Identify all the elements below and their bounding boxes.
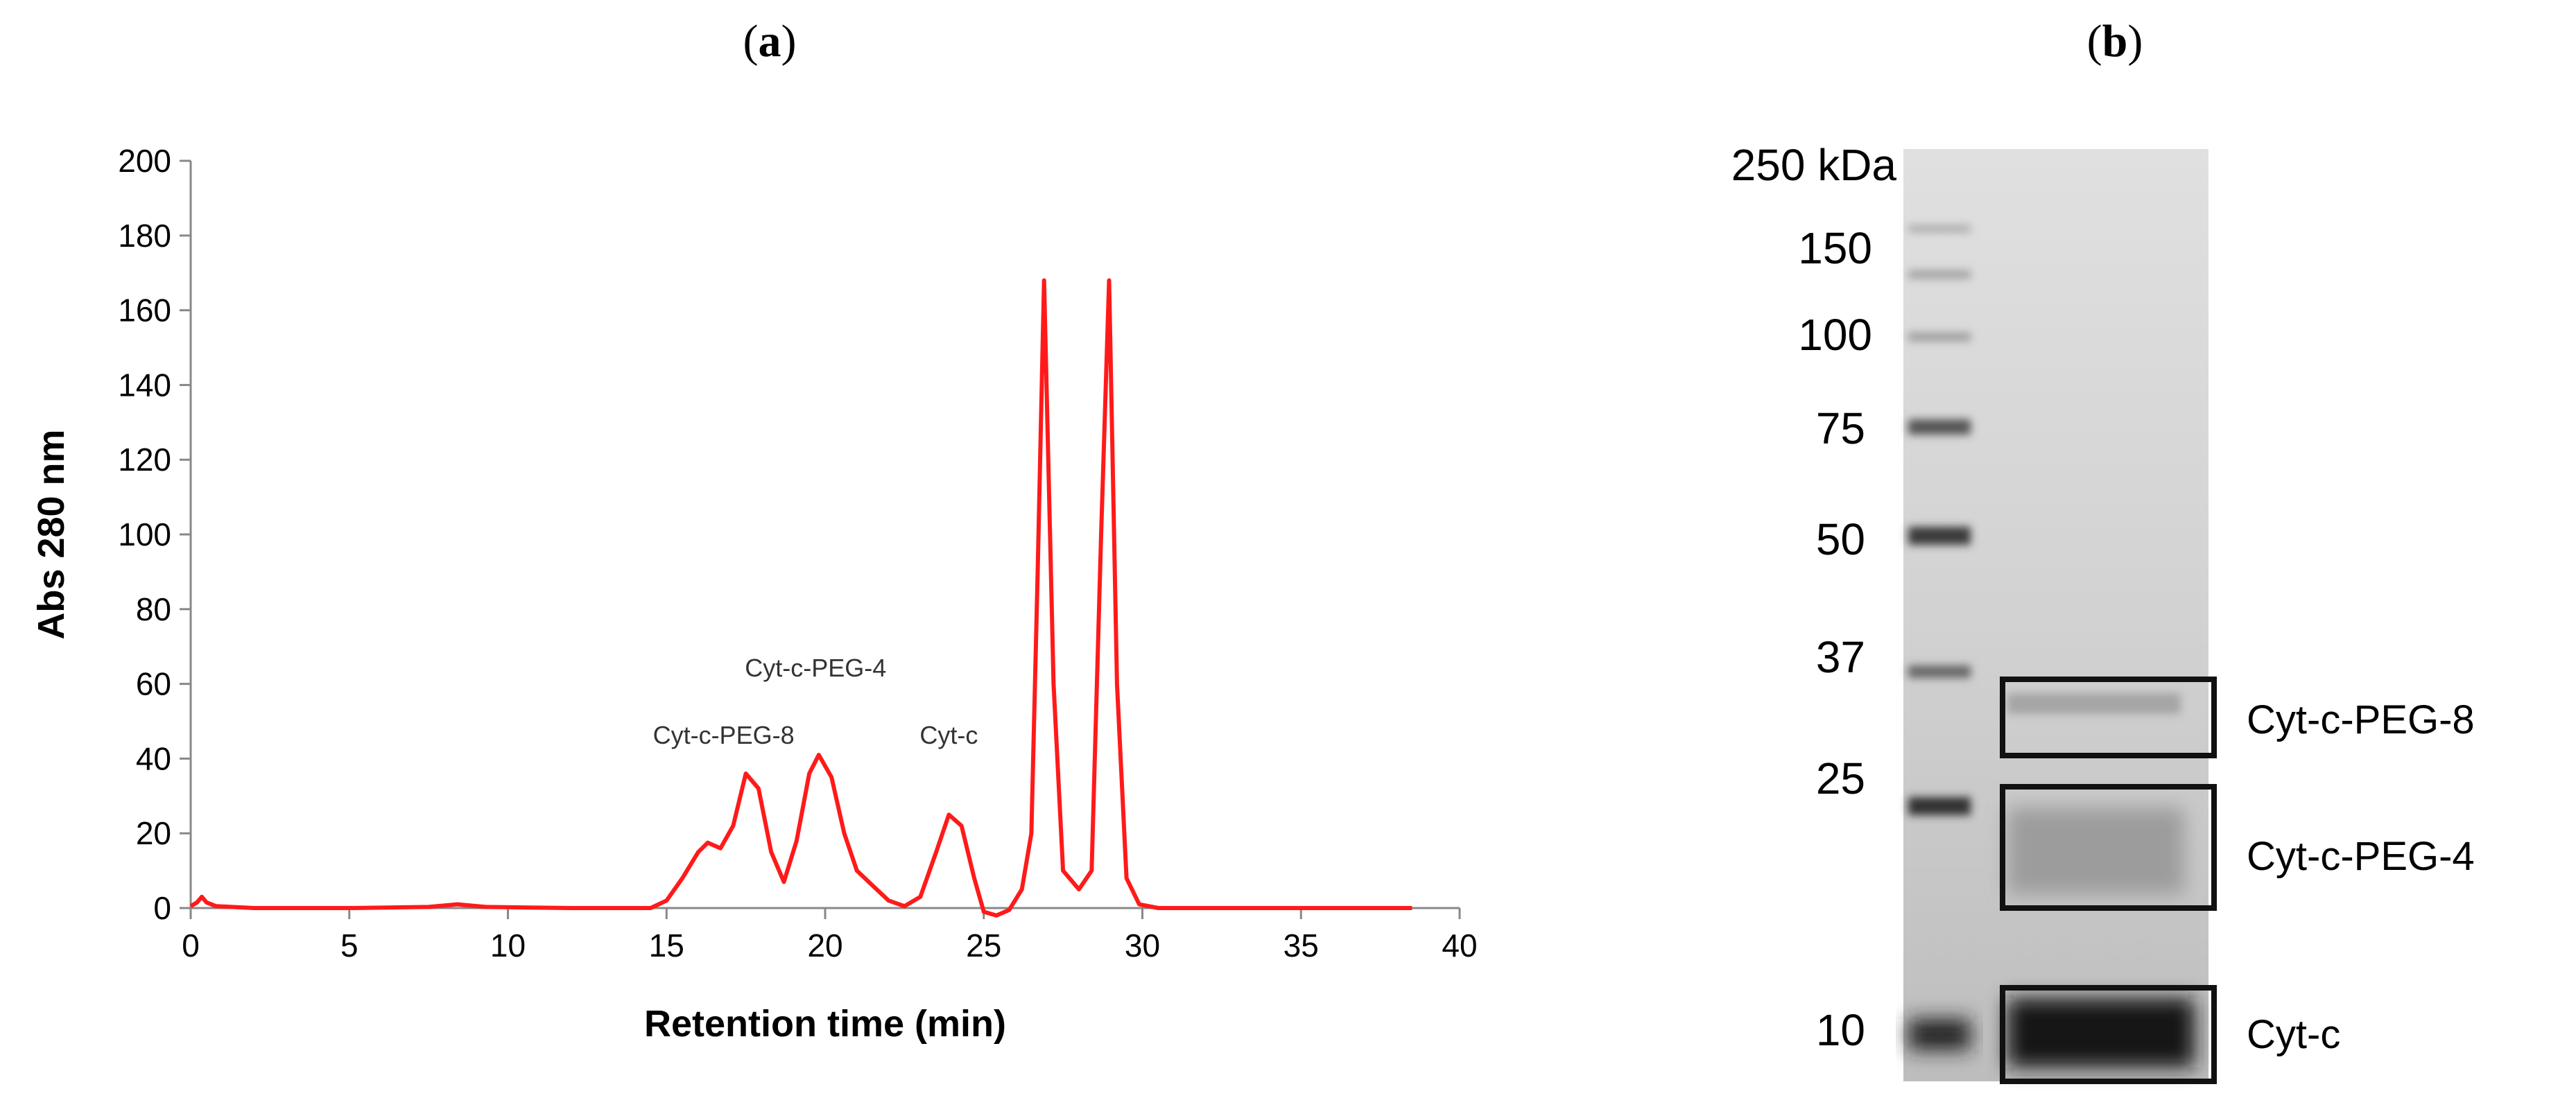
series-line	[189, 278, 1412, 918]
y-tick-label: 120	[118, 442, 171, 478]
marker-label-37: 37	[1816, 632, 1865, 682]
y-tick-label: 80	[136, 591, 171, 627]
x-tick-label: 25	[966, 927, 1001, 964]
ladder-band	[1908, 797, 1971, 815]
band-label-cyt-c: Cyt-c	[2247, 1012, 2340, 1057]
band-label-cyt-c-peg-8: Cyt-c-PEG-8	[2247, 697, 2475, 742]
ladder-band	[1908, 270, 1971, 279]
x-tick-label: 5	[340, 927, 358, 964]
panel-label-b: (b)	[2086, 16, 2143, 67]
marker-label-50: 50	[1816, 514, 1865, 564]
sample-lane	[2007, 693, 2195, 1067]
band-box	[2000, 677, 2217, 758]
ladder-band	[1908, 665, 1971, 678]
marker-label-75: 75	[1816, 403, 1865, 453]
peak-annotation: Cyt-c	[919, 721, 978, 749]
y-tick-label: 60	[136, 666, 171, 702]
x-tick-label: 40	[1442, 927, 1477, 964]
y-axis-ticks: 0 20 40 60 80 100 120 140 160 180 200	[118, 143, 191, 926]
y-tick-label: 200	[118, 143, 171, 179]
x-tick-label: 10	[490, 927, 526, 964]
y-tick-label: 0	[153, 890, 171, 926]
panel-label-a: (a)	[743, 16, 797, 67]
band-box	[2000, 784, 2217, 911]
sample-band	[2007, 693, 2181, 714]
ladder-band	[1908, 1019, 1971, 1050]
x-tick-label: 35	[1283, 927, 1319, 964]
y-tick-label: 160	[118, 293, 171, 329]
band-box	[2000, 985, 2217, 1084]
y-axis-title: Abs 280 nm	[31, 429, 72, 639]
y-tick-label: 40	[136, 740, 171, 776]
x-axis-ticks: 0 5 10 15 20 25 30 35 40	[182, 908, 1478, 964]
x-axis-title: Retention time (min)	[644, 1003, 1006, 1045]
chromatogram-chart: 0 20 40 60 80 100 120 140 160 180 200 0 5 10 15 20 25 30…	[31, 143, 1478, 1045]
marker-label-25: 25	[1816, 753, 1865, 803]
ladder-lane	[1908, 225, 1971, 1050]
sample-band	[2007, 998, 2195, 1067]
gel-background	[1903, 149, 2208, 1081]
ladder-band	[1908, 225, 1971, 232]
x-tick-label: 20	[807, 927, 842, 964]
ladder-band	[1908, 333, 1971, 341]
sample-band	[2007, 808, 2184, 894]
peak-annotations: Cyt-c-PEG-8 Cyt-c-PEG-4 Cyt-c	[653, 654, 978, 749]
y-tick-label: 180	[118, 218, 171, 254]
x-tick-label: 0	[182, 927, 200, 964]
marker-label-250: 250 kDa	[1731, 140, 1897, 190]
y-tick-label: 140	[118, 367, 171, 403]
peak-annotation: Cyt-c-PEG-8	[653, 721, 795, 749]
sds-page-gel: 250 kDa 150 100 75 50 37 25 10 Cyt-c-PEG…	[1731, 140, 2475, 1084]
x-tick-label: 30	[1125, 927, 1160, 964]
ladder-band	[1908, 419, 1971, 435]
peak-annotation: Cyt-c-PEG-4	[745, 654, 886, 682]
ladder-band	[1908, 527, 1971, 545]
y-tick-label: 20	[136, 815, 171, 851]
y-tick-label: 100	[118, 516, 171, 552]
marker-label-10: 10	[1816, 1005, 1865, 1055]
marker-label-150: 150	[1798, 223, 1872, 273]
marker-label-100: 100	[1798, 310, 1872, 360]
band-label-cyt-c-peg-4: Cyt-c-PEG-4	[2247, 834, 2475, 879]
x-tick-label: 15	[649, 927, 684, 964]
